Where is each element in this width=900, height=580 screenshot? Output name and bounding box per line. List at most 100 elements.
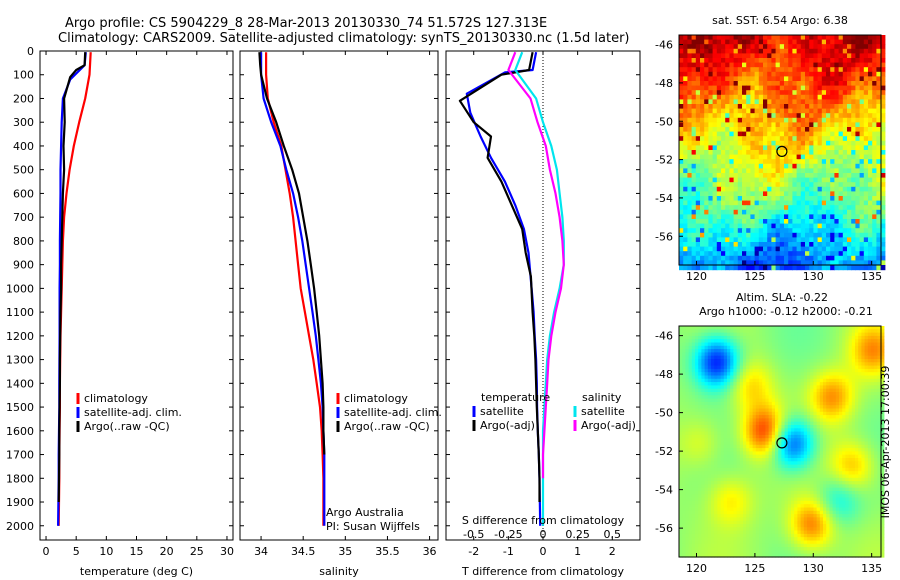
map-cell xyxy=(867,362,872,367)
map-cell xyxy=(851,378,856,383)
map-cell xyxy=(682,401,686,406)
map-cell xyxy=(788,94,793,100)
map-cell xyxy=(767,35,772,41)
map-cell xyxy=(779,246,785,252)
map-cell xyxy=(754,145,760,151)
map-cell xyxy=(781,332,786,337)
map-cell xyxy=(767,232,772,238)
map-cell xyxy=(809,76,814,82)
map-cell xyxy=(737,159,743,165)
map-cell xyxy=(848,326,853,330)
map-cell xyxy=(830,177,835,183)
map-cell xyxy=(839,408,843,413)
map-cell xyxy=(763,140,768,146)
map-cell xyxy=(721,39,726,45)
map-cell xyxy=(872,136,877,142)
map-cell xyxy=(868,237,873,243)
map-cell xyxy=(679,163,684,169)
map-cell xyxy=(679,418,683,423)
map-cell xyxy=(821,246,827,252)
map-cell xyxy=(752,382,757,386)
map-cell xyxy=(725,228,730,234)
map-cell xyxy=(861,335,866,340)
map-cell xyxy=(842,48,848,54)
map-cell xyxy=(778,388,782,393)
map-cell xyxy=(767,71,772,77)
map-cell xyxy=(847,219,852,225)
map-cell xyxy=(829,421,834,426)
map-cell xyxy=(813,205,819,211)
map-cell xyxy=(704,177,709,183)
map-cell xyxy=(771,246,777,252)
map-cell xyxy=(714,425,718,429)
map-cell xyxy=(851,168,856,174)
map-cell xyxy=(874,428,878,433)
map-cell xyxy=(842,355,846,360)
map-cell xyxy=(687,186,693,192)
map-cell xyxy=(691,232,697,238)
map-cell xyxy=(855,251,861,257)
map-cell xyxy=(817,159,823,165)
map-cell xyxy=(803,326,808,330)
map-cell xyxy=(842,405,846,410)
map-cell xyxy=(733,219,739,225)
map-cell xyxy=(759,349,763,353)
map-cell xyxy=(810,382,814,386)
map-cell xyxy=(771,408,776,413)
map-cell xyxy=(868,150,873,156)
map-cell xyxy=(794,365,798,370)
map-cell xyxy=(768,349,773,353)
map-cell xyxy=(778,425,782,429)
map-cell xyxy=(838,168,844,174)
map-cell xyxy=(784,359,789,363)
map-cell xyxy=(880,186,886,192)
map-cell xyxy=(842,411,846,416)
map-cell xyxy=(816,408,821,413)
map-cell xyxy=(698,421,702,426)
map-cell xyxy=(707,365,712,370)
map-cell xyxy=(872,177,877,183)
map-cell xyxy=(721,67,726,73)
map-cell xyxy=(858,326,862,330)
map-cell xyxy=(733,136,739,142)
map-cell xyxy=(754,177,760,183)
map-cell xyxy=(759,378,763,383)
map-cell xyxy=(758,39,764,45)
map-cell xyxy=(800,196,806,202)
map-cell xyxy=(679,228,684,234)
map-cell xyxy=(872,265,877,271)
map-cell xyxy=(823,375,827,380)
map-cell xyxy=(771,39,777,45)
map-cell xyxy=(714,375,718,380)
map-cell xyxy=(834,163,840,169)
map-cell xyxy=(842,122,848,128)
map-cell xyxy=(679,76,684,82)
map-cell xyxy=(863,246,869,252)
map-cell xyxy=(742,223,747,229)
map-cell xyxy=(765,401,770,406)
map-cell xyxy=(688,434,693,439)
map-cell xyxy=(679,186,684,192)
map-cell xyxy=(807,329,811,334)
map-cell xyxy=(832,415,837,419)
map-cell xyxy=(872,237,877,243)
map-cell xyxy=(872,186,877,192)
map-cell xyxy=(784,62,789,68)
map-cell xyxy=(700,251,705,257)
map-cell xyxy=(763,163,768,169)
map-cell xyxy=(859,104,865,110)
map-cell xyxy=(872,117,877,123)
map-cell xyxy=(851,342,856,347)
map-cell xyxy=(771,94,777,100)
map-cell xyxy=(859,90,865,96)
map-cell xyxy=(784,154,789,160)
map-cell xyxy=(725,209,730,215)
map-cell xyxy=(736,335,741,340)
map-cell xyxy=(737,237,743,243)
map-cell xyxy=(880,173,886,179)
map-cell xyxy=(704,127,709,133)
map-cell xyxy=(868,35,873,41)
map-cell xyxy=(762,375,766,380)
map-cell xyxy=(819,342,824,347)
